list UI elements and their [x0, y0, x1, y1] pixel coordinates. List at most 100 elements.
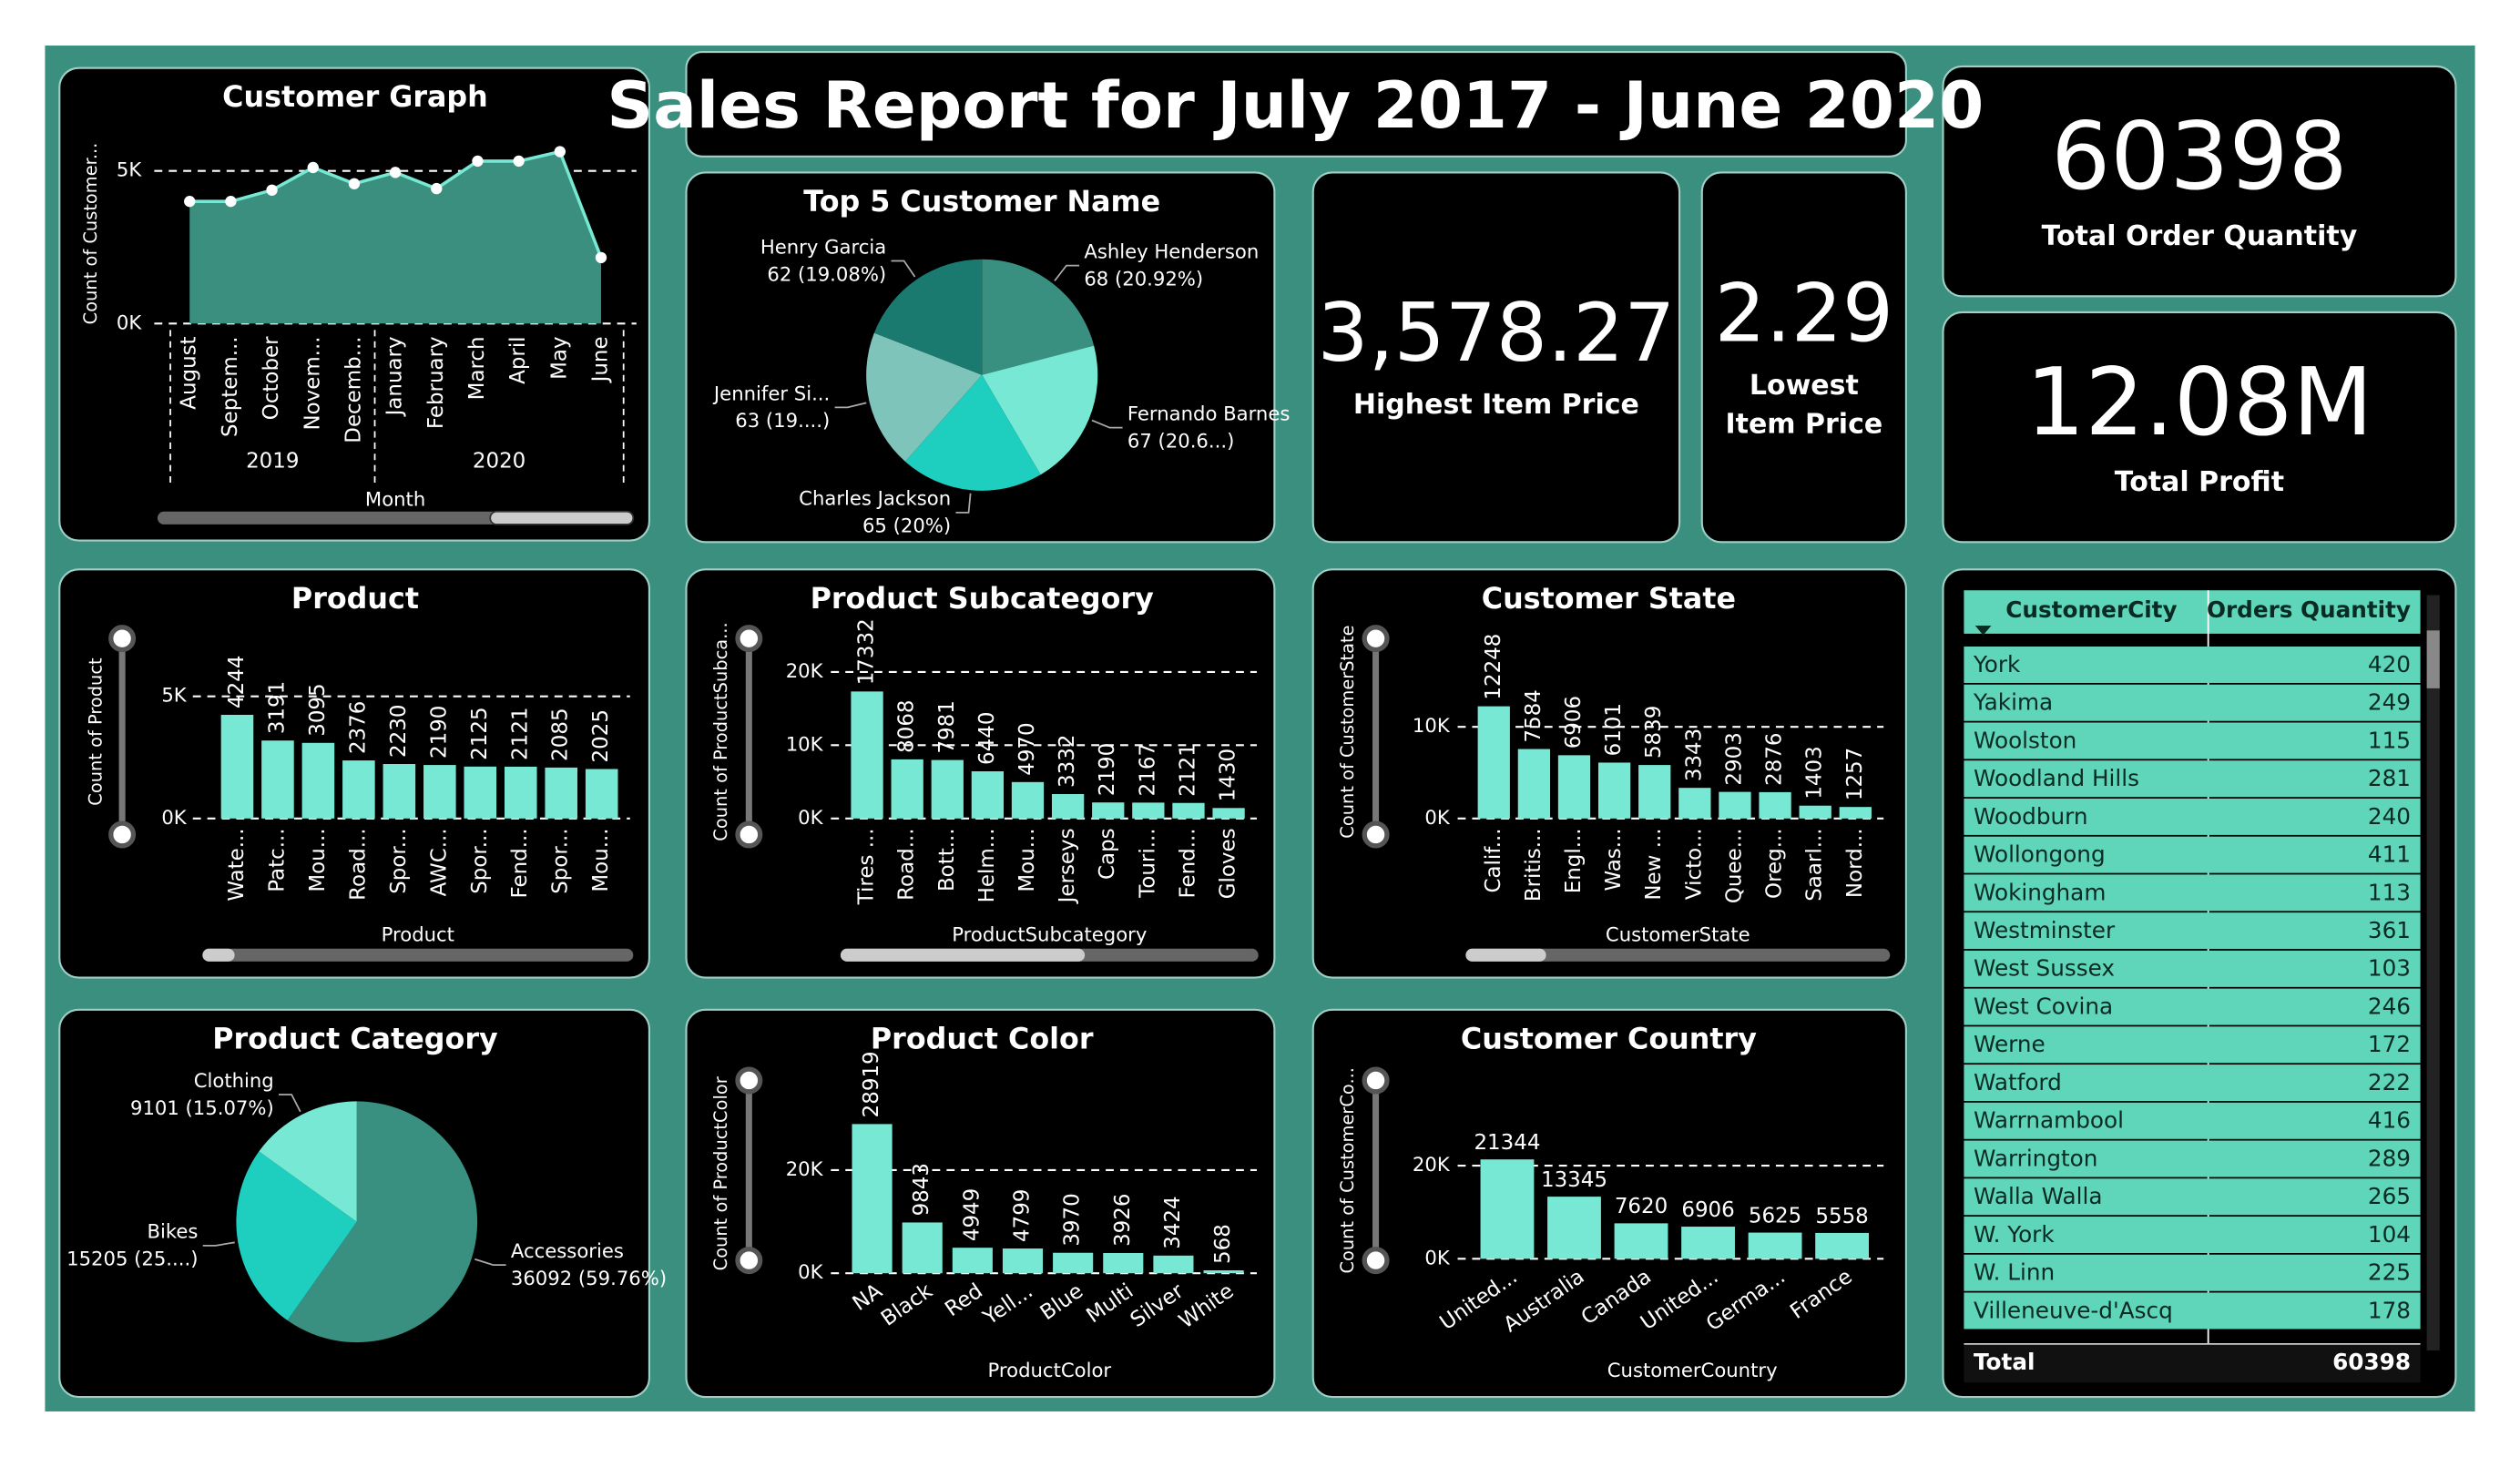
bar	[504, 766, 537, 819]
value-label: 3332	[1056, 735, 1079, 788]
point	[266, 184, 278, 196]
cell: 361	[2368, 917, 2411, 943]
bar	[1614, 1223, 1668, 1259]
slider-handle[interactable]	[1362, 1247, 1390, 1275]
card-body: 2.29 Lowest Item Price	[1710, 172, 1898, 542]
value-label: 8068	[895, 699, 919, 752]
leader-line	[202, 1241, 235, 1247]
pie-slice	[259, 1101, 357, 1222]
scroll-thumb[interactable]	[1465, 948, 1546, 962]
y-tick-label: 0K	[1424, 806, 1450, 829]
x-tick-label: Fend...	[1176, 828, 1199, 898]
slider-handle[interactable]	[1362, 820, 1390, 849]
value-label: 2025	[589, 709, 613, 762]
bar	[1011, 781, 1045, 819]
panel	[1311, 171, 1681, 544]
slice-label: Ashley Henderson	[1084, 240, 1259, 263]
slider-handle[interactable]	[735, 820, 763, 849]
x-tick-label: Decemb...	[342, 336, 365, 443]
x-axis-title: CustomerCountry	[1607, 1359, 1778, 1381]
y-axis-title: Count of Product	[85, 657, 106, 806]
bar	[261, 740, 294, 819]
value-label: 2125	[468, 707, 492, 759]
value-label: 5839	[1642, 706, 1666, 759]
slider-handle[interactable]	[108, 820, 137, 849]
column-header[interactable]: CustomerCity	[2005, 596, 2177, 623]
scroll-thumb[interactable]	[489, 510, 635, 525]
x-tick-label: Quee...	[1722, 828, 1746, 903]
card-value: 3,578.27	[1317, 285, 1676, 380]
cell: 103	[2368, 955, 2411, 982]
value-label: 4244	[225, 656, 249, 708]
table-row	[1964, 836, 2421, 873]
card-body: 12.08M Total Profit	[1943, 312, 2455, 542]
slider-handle[interactable]	[735, 1066, 763, 1095]
leader-line	[891, 260, 916, 278]
pie-slice	[904, 374, 1041, 491]
leader-line	[1091, 419, 1123, 429]
value-label: 2190	[427, 706, 451, 759]
x-tick-label: Calif...	[1482, 828, 1505, 892]
bar	[931, 759, 964, 819]
x-tick-label: Fend...	[508, 828, 532, 898]
x-tick-label: Bott...	[935, 828, 959, 892]
bar	[383, 764, 416, 819]
value-label: 6906	[1562, 696, 1586, 749]
x-tick-label: Was...	[1602, 828, 1626, 891]
x-tick-label: Mou...	[306, 828, 330, 892]
slider-handle[interactable]	[1362, 625, 1390, 653]
table-row	[1964, 874, 2421, 912]
value-label: 1403	[1803, 746, 1827, 799]
value-label: 6101	[1602, 703, 1626, 756]
value-label: 2190	[1096, 743, 1119, 796]
table-row	[1964, 1065, 2421, 1102]
x-tick-label: Spor...	[549, 828, 573, 893]
slice-label: Accessories	[511, 1239, 624, 1262]
value-label: 2230	[387, 705, 411, 758]
year-label: 2020	[473, 450, 525, 474]
value-label: 3424	[1161, 1196, 1185, 1248]
slider-handle[interactable]	[1362, 1066, 1390, 1095]
scroll-thumb[interactable]	[840, 948, 1086, 962]
value-label: 6440	[975, 712, 999, 765]
table-row	[1964, 988, 2421, 1025]
leader-line	[279, 1094, 301, 1113]
x-axis-title: Month	[365, 487, 425, 510]
cell: 281	[2368, 765, 2411, 791]
table-row	[1964, 1140, 2421, 1177]
x-axis-title: ProductSubcategory	[952, 923, 1147, 946]
cell: Warrington	[1974, 1145, 2097, 1171]
pie-slice	[982, 259, 1095, 375]
panel	[1942, 311, 2457, 544]
cell: Watford	[1974, 1069, 2062, 1095]
card-label: Lowest Item Price	[1725, 369, 1883, 441]
leader-line	[1054, 264, 1080, 281]
slider-handle[interactable]	[735, 1247, 763, 1275]
value-label: 3191	[265, 681, 289, 734]
x-tick-label: January	[383, 336, 407, 417]
value-label: 3095	[306, 683, 330, 736]
cell: Wokingham	[1974, 879, 2106, 905]
cell: York	[1973, 651, 2021, 678]
bar	[1799, 805, 1831, 819]
slider-handle[interactable]	[108, 625, 137, 653]
bar	[952, 1248, 993, 1274]
scroll-thumb[interactable]	[202, 948, 235, 962]
cell: Villeneuve-d'Ascq	[1974, 1297, 2173, 1323]
y-axis-title: Count of ProductSubca...	[710, 622, 731, 841]
table-scroll-thumb[interactable]	[2426, 630, 2440, 688]
x-tick-label: Victo...	[1682, 828, 1706, 900]
cell: Walla Walla	[1974, 1183, 2102, 1209]
chart-title: Customer State	[1482, 583, 1736, 616]
y-tick-label: 10K	[1413, 714, 1451, 737]
y-tick-label: 20K	[786, 1157, 824, 1180]
bar	[1638, 765, 1671, 819]
value-label: 2121	[1176, 743, 1199, 796]
column-header[interactable]: Orders Quantity	[2207, 596, 2411, 623]
value-label: 12248	[1482, 634, 1505, 700]
point	[348, 178, 361, 189]
bar	[851, 691, 883, 819]
point	[554, 146, 566, 158]
slider-handle[interactable]	[735, 625, 763, 653]
pie-slice	[873, 259, 983, 375]
